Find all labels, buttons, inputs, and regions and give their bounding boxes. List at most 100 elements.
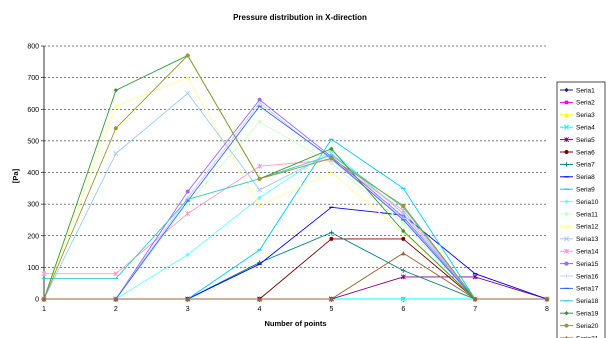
legend-label: Seria18 xyxy=(576,298,599,305)
series-line xyxy=(44,105,547,300)
data-point xyxy=(185,53,190,58)
series-line xyxy=(43,54,547,300)
series-line xyxy=(44,252,547,300)
data-point xyxy=(185,90,191,96)
data-point xyxy=(257,203,262,208)
y-tick-label: 100 xyxy=(27,265,39,272)
data-point xyxy=(257,100,262,106)
series-seria7 xyxy=(41,230,550,302)
series-seria21 xyxy=(41,250,550,302)
series-seria15 xyxy=(42,97,549,301)
data-point xyxy=(185,75,190,80)
legend-label: Seria19 xyxy=(576,311,599,318)
data-point xyxy=(257,163,263,169)
legend-item: Seria4 xyxy=(560,125,595,132)
y-tick-label: 500 xyxy=(27,138,39,145)
legend-label: Seria5 xyxy=(576,137,595,144)
data-point xyxy=(185,189,190,194)
legend-item: Seria18 xyxy=(560,298,599,305)
x-tick-label: 2 xyxy=(114,306,118,313)
data-point xyxy=(329,296,334,302)
legend-label: Seria7 xyxy=(576,162,595,169)
legend-marker xyxy=(564,162,569,167)
legend-box xyxy=(556,81,606,338)
legend-item: Seria1 xyxy=(560,87,595,94)
legend-label: Seria14 xyxy=(576,249,599,256)
legend-item: Seria21 xyxy=(560,335,599,338)
legend-marker xyxy=(564,323,569,328)
legend-item: Seria20 xyxy=(560,323,599,330)
data-point xyxy=(401,250,406,256)
legend-item: Seria12 xyxy=(560,224,599,231)
legend-marker xyxy=(563,236,570,242)
legend-item: Seria9 xyxy=(560,187,595,194)
series-line xyxy=(43,54,547,300)
x-tick-label: 5 xyxy=(329,306,333,313)
series-seria8 xyxy=(41,206,550,300)
data-point xyxy=(329,146,334,151)
data-point xyxy=(401,203,406,208)
series-seria6 xyxy=(42,236,549,301)
legend-item: Seria6 xyxy=(560,149,595,156)
legend-label: Seria15 xyxy=(576,261,599,268)
legend-label: Seria17 xyxy=(576,286,599,293)
legend-label: Seria16 xyxy=(576,273,599,280)
data-point xyxy=(257,296,262,302)
x-axis-title: Number of points xyxy=(264,319,326,328)
series-seria19 xyxy=(41,53,550,302)
data-point xyxy=(401,268,406,273)
series-seria13 xyxy=(41,90,550,302)
legend-label: Seria3 xyxy=(576,112,595,119)
legend-label: Seria12 xyxy=(576,224,599,231)
data-point xyxy=(257,187,263,193)
data-point xyxy=(329,170,334,175)
legend: Seria1 Seria2 Seria3 Seria4 Seria5 Seria6 Seri… xyxy=(556,81,606,338)
y-tick-label: 0 xyxy=(35,297,39,304)
y-tick-label: 800 xyxy=(27,44,39,51)
legend-marker xyxy=(564,311,569,316)
legend-item: Seria5 xyxy=(560,137,595,144)
legend-marker xyxy=(564,100,569,105)
data-point xyxy=(472,296,478,302)
series-seria17 xyxy=(41,105,550,300)
data-point xyxy=(544,296,550,302)
legend-marker xyxy=(564,224,569,229)
legend-item: Seria15 xyxy=(560,261,599,268)
legend-label: Seria9 xyxy=(576,187,595,194)
x-tick-label: 7 xyxy=(473,306,477,313)
series-line xyxy=(44,159,547,300)
series-line xyxy=(44,121,547,300)
chart-title: Pressure distribution in X-direction xyxy=(233,13,367,22)
legend-label: Seria20 xyxy=(576,323,599,330)
legend-marker xyxy=(563,248,570,254)
legend-item: Seria19 xyxy=(560,311,599,318)
data-point xyxy=(329,156,334,161)
axes: 0 100 200 300 400 500 600 700 800 1 2 3 4 5 6 7 8 xyxy=(27,44,549,314)
legend-marker xyxy=(564,112,569,117)
legend-marker xyxy=(563,124,570,130)
x-tick-label: 8 xyxy=(545,306,549,313)
legend-item: Seria17 xyxy=(560,286,599,293)
legend-label: Seria11 xyxy=(576,211,598,218)
data-point xyxy=(257,176,262,181)
y-tick-label: 600 xyxy=(27,107,39,114)
legend-marker xyxy=(564,261,569,266)
legend-label: Seria10 xyxy=(576,199,599,206)
data-point xyxy=(329,161,334,165)
legend-marker xyxy=(563,137,570,143)
legend-item: Seria10 xyxy=(560,199,599,206)
legend-item: Seria3 xyxy=(560,112,595,119)
series-seria18 xyxy=(41,154,550,300)
data-point xyxy=(185,202,190,206)
data-point xyxy=(113,126,118,131)
data-point xyxy=(41,296,47,302)
series-line xyxy=(44,154,547,300)
legend-item: Seria11 xyxy=(560,211,598,218)
data-point xyxy=(113,88,119,93)
y-axis-title: [Pa] xyxy=(11,168,20,183)
series-seria16 xyxy=(41,100,550,302)
series-seria20 xyxy=(42,53,549,301)
y-tick-label: 400 xyxy=(27,170,39,177)
data-point xyxy=(113,271,119,277)
